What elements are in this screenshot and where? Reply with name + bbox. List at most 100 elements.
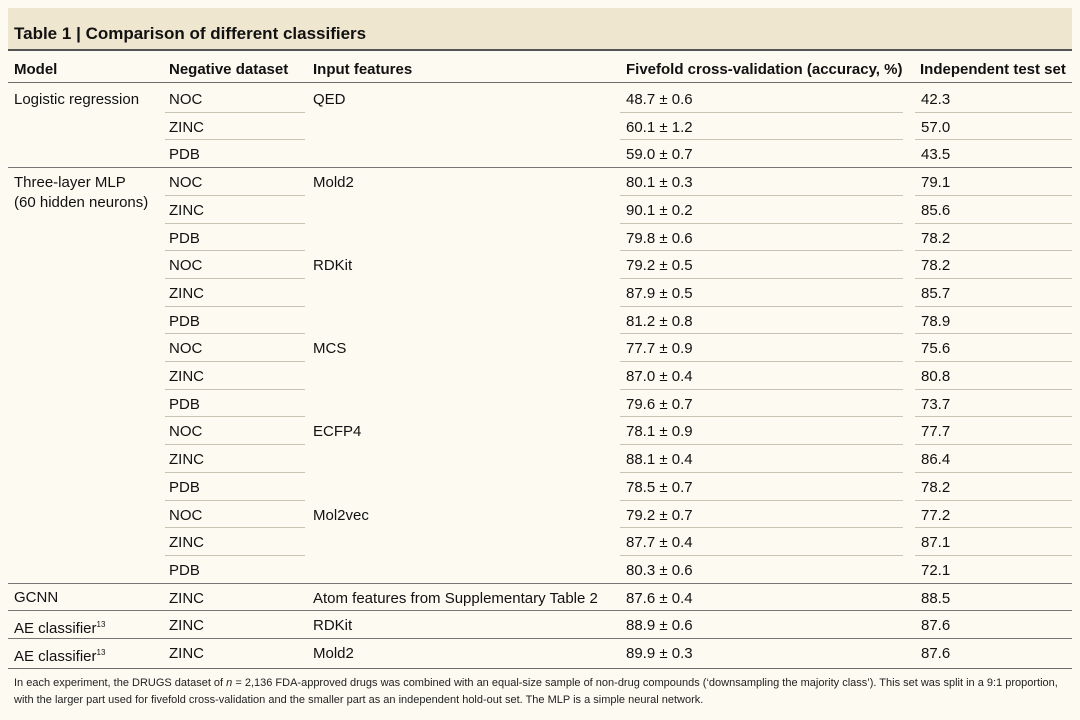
cell-test-set: 75.6 bbox=[921, 340, 951, 358]
cell-cross-validation: 87.0 ± 0.4 bbox=[626, 368, 693, 385]
cell-test-set: 78.2 bbox=[921, 229, 951, 247]
table-row: PDB 80.3 ± 0.6 72.1 bbox=[0, 556, 1080, 584]
cell-test-set: 77.7 bbox=[921, 423, 951, 441]
reference-13: 13 bbox=[96, 620, 106, 629]
cell-negative-dataset: NOC bbox=[169, 340, 203, 358]
row-divider bbox=[620, 554, 903, 556]
cell-test-set: 87.6 bbox=[921, 645, 951, 662]
cell-negative-dataset: ZINC bbox=[169, 118, 204, 136]
cell-input-features: Mold2 bbox=[313, 645, 354, 662]
row-divider bbox=[165, 194, 305, 196]
row-divider bbox=[620, 111, 903, 113]
table-row: NOC ECFP4 78.1 ± 0.9 77.7 bbox=[0, 417, 1080, 445]
cell-input-features: Atom features from Supplementary Table 2 bbox=[313, 589, 598, 607]
table-row: ZINC 90.1 ± 0.2 85.6 bbox=[0, 196, 1080, 224]
row-divider bbox=[620, 194, 903, 196]
cell-cross-validation: 60.1 ± 1.2 bbox=[626, 118, 693, 136]
cell-cross-validation: 80.1 ± 0.3 bbox=[626, 174, 693, 192]
table-footnote: In each experiment, the DRUGS dataset of… bbox=[8, 668, 1072, 709]
footnote-n: n bbox=[226, 677, 233, 689]
row-divider bbox=[915, 305, 1072, 307]
row-divider bbox=[165, 554, 305, 556]
table-header: Model Negative dataset Input features Fi… bbox=[8, 55, 1072, 83]
model-ae-classifier-1-label: AE classifier bbox=[14, 620, 97, 637]
row-divider bbox=[915, 416, 1072, 418]
table-title: Table 1 | Comparison of different classi… bbox=[14, 24, 366, 44]
cell-negative-dataset: ZINC bbox=[169, 284, 204, 302]
table-row: PDB 81.2 ± 0.8 78.9 bbox=[0, 307, 1080, 335]
model-ae-classifier-1: AE classifier13 bbox=[14, 615, 105, 639]
cell-negative-dataset: NOC bbox=[169, 423, 203, 441]
row-divider bbox=[165, 111, 305, 113]
cell-test-set: 79.1 bbox=[921, 174, 951, 192]
cell-input-features: Mold2 bbox=[313, 174, 354, 192]
cell-test-set: 85.7 bbox=[921, 284, 951, 302]
cell-test-set: 78.2 bbox=[921, 257, 951, 275]
row-divider bbox=[165, 333, 305, 335]
row-divider bbox=[620, 471, 903, 473]
row-divider bbox=[915, 554, 1072, 556]
cell-cross-validation: 88.1 ± 0.4 bbox=[626, 451, 693, 469]
row-divider bbox=[915, 222, 1072, 224]
table-row: PDB 59.0 ± 0.7 43.5 bbox=[0, 140, 1080, 168]
cell-negative-dataset: ZINC bbox=[169, 451, 204, 469]
row-divider bbox=[915, 361, 1072, 362]
cell-cross-validation: 48.7 ± 0.6 bbox=[626, 91, 693, 108]
reference-13: 13 bbox=[96, 648, 106, 657]
table-title-separator: | bbox=[76, 24, 81, 43]
footnote-text-2: = 2,136 FDA-approved drugs was combined … bbox=[14, 677, 1058, 706]
row-divider bbox=[165, 444, 305, 446]
row-divider bbox=[620, 333, 903, 335]
header-input-features: Input features bbox=[313, 61, 413, 78]
row-divider bbox=[165, 416, 305, 418]
table-row: ZINC 88.1 ± 0.4 86.4 bbox=[0, 445, 1080, 473]
row-divider bbox=[165, 250, 305, 252]
table-row: PDB 79.8 ± 0.6 78.2 bbox=[0, 224, 1080, 252]
cell-test-set: 85.6 bbox=[921, 201, 951, 219]
row-divider bbox=[620, 222, 903, 224]
cell-cross-validation: 79.2 ± 0.7 bbox=[626, 506, 693, 524]
cell-negative-dataset: PDB bbox=[169, 395, 200, 413]
table-row: ZINC 87.0 ± 0.4 80.8 bbox=[0, 362, 1080, 390]
header-negative-dataset: Negative dataset bbox=[169, 61, 289, 78]
cell-negative-dataset: ZINC bbox=[169, 645, 204, 662]
model-gcnn: GCNN bbox=[14, 589, 59, 606]
table-title-bar: Table 1 | Comparison of different classi… bbox=[8, 8, 1072, 51]
cell-test-set: 57.0 bbox=[921, 118, 951, 136]
table-row: ZINC Mold2 89.9 ± 0.3 87.6 bbox=[0, 639, 1080, 667]
table-row: NOC Mold2 80.1 ± 0.3 79.1 bbox=[0, 168, 1080, 196]
group-divider bbox=[8, 583, 1072, 584]
row-divider bbox=[915, 499, 1072, 501]
row-divider bbox=[620, 305, 903, 307]
row-divider bbox=[915, 139, 1072, 141]
table-row: PDB 78.5 ± 0.7 78.2 bbox=[0, 473, 1080, 501]
row-divider bbox=[620, 250, 903, 252]
cell-negative-dataset: PDB bbox=[169, 229, 200, 247]
row-divider bbox=[915, 471, 1072, 473]
cell-cross-validation: 80.3 ± 0.6 bbox=[626, 561, 693, 579]
row-divider bbox=[915, 277, 1072, 279]
cell-negative-dataset: NOC bbox=[169, 91, 203, 108]
row-divider bbox=[165, 139, 305, 141]
cell-cross-validation: 79.2 ± 0.5 bbox=[626, 257, 693, 275]
cell-cross-validation: 79.8 ± 0.6 bbox=[626, 229, 693, 247]
table-row: NOC QED 48.7 ± 0.6 42.3 bbox=[0, 85, 1080, 113]
row-divider bbox=[620, 361, 903, 362]
row-divider bbox=[620, 499, 903, 501]
cell-test-set: 87.1 bbox=[921, 534, 951, 552]
cell-input-features: Mol2vec bbox=[313, 506, 369, 524]
cell-test-set: 42.3 bbox=[921, 91, 951, 108]
model-logistic-regression: Logistic regression bbox=[14, 91, 140, 108]
cell-cross-validation: 78.1 ± 0.9 bbox=[626, 423, 693, 441]
table-title-text: Comparison of different classifiers bbox=[85, 24, 367, 43]
cell-input-features: RDKit bbox=[313, 617, 353, 635]
cell-cross-validation: 59.0 ± 0.7 bbox=[626, 146, 693, 164]
cell-cross-validation: 77.7 ± 0.9 bbox=[626, 340, 693, 358]
cell-cross-validation: 90.1 ± 0.2 bbox=[626, 201, 693, 219]
row-divider bbox=[165, 277, 305, 279]
cell-test-set: 86.4 bbox=[921, 451, 951, 469]
cell-negative-dataset: NOC bbox=[169, 257, 203, 275]
row-divider bbox=[165, 527, 305, 529]
table-row: ZINC Atom features from Supplementary Tab… bbox=[0, 584, 1080, 612]
